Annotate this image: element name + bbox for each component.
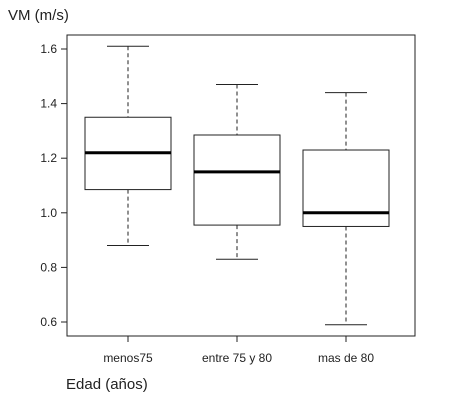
y-tick-label: 0.8	[40, 260, 57, 274]
y-tick-label: 1.4	[40, 97, 57, 111]
boxes	[84, 45, 390, 326]
y-axis: 0.6 0.8 1.0 1.2 1.4 1.6	[40, 42, 67, 329]
x-axis: menos75 entre 75 y 80 mas de 80	[103, 336, 374, 365]
box-1	[84, 45, 172, 247]
x-tick-label: mas de 80	[318, 351, 374, 365]
x-axis-label: Edad (años)	[66, 376, 148, 393]
iqr-box	[302, 149, 390, 227]
y-axis-label: VM (m/s)	[8, 7, 69, 24]
y-tick-label: 1.6	[40, 42, 57, 56]
plot-frame	[66, 34, 416, 337]
y-tick-label: 0.6	[40, 315, 57, 329]
box-2	[193, 83, 281, 260]
x-tick-label: entre 75 y 80	[202, 351, 272, 365]
box-3	[302, 92, 390, 326]
x-tick-label: menos75	[103, 351, 153, 365]
iqr-box	[193, 134, 281, 226]
y-tick-label: 1.2	[40, 151, 57, 165]
y-tick-label: 1.0	[40, 206, 57, 220]
